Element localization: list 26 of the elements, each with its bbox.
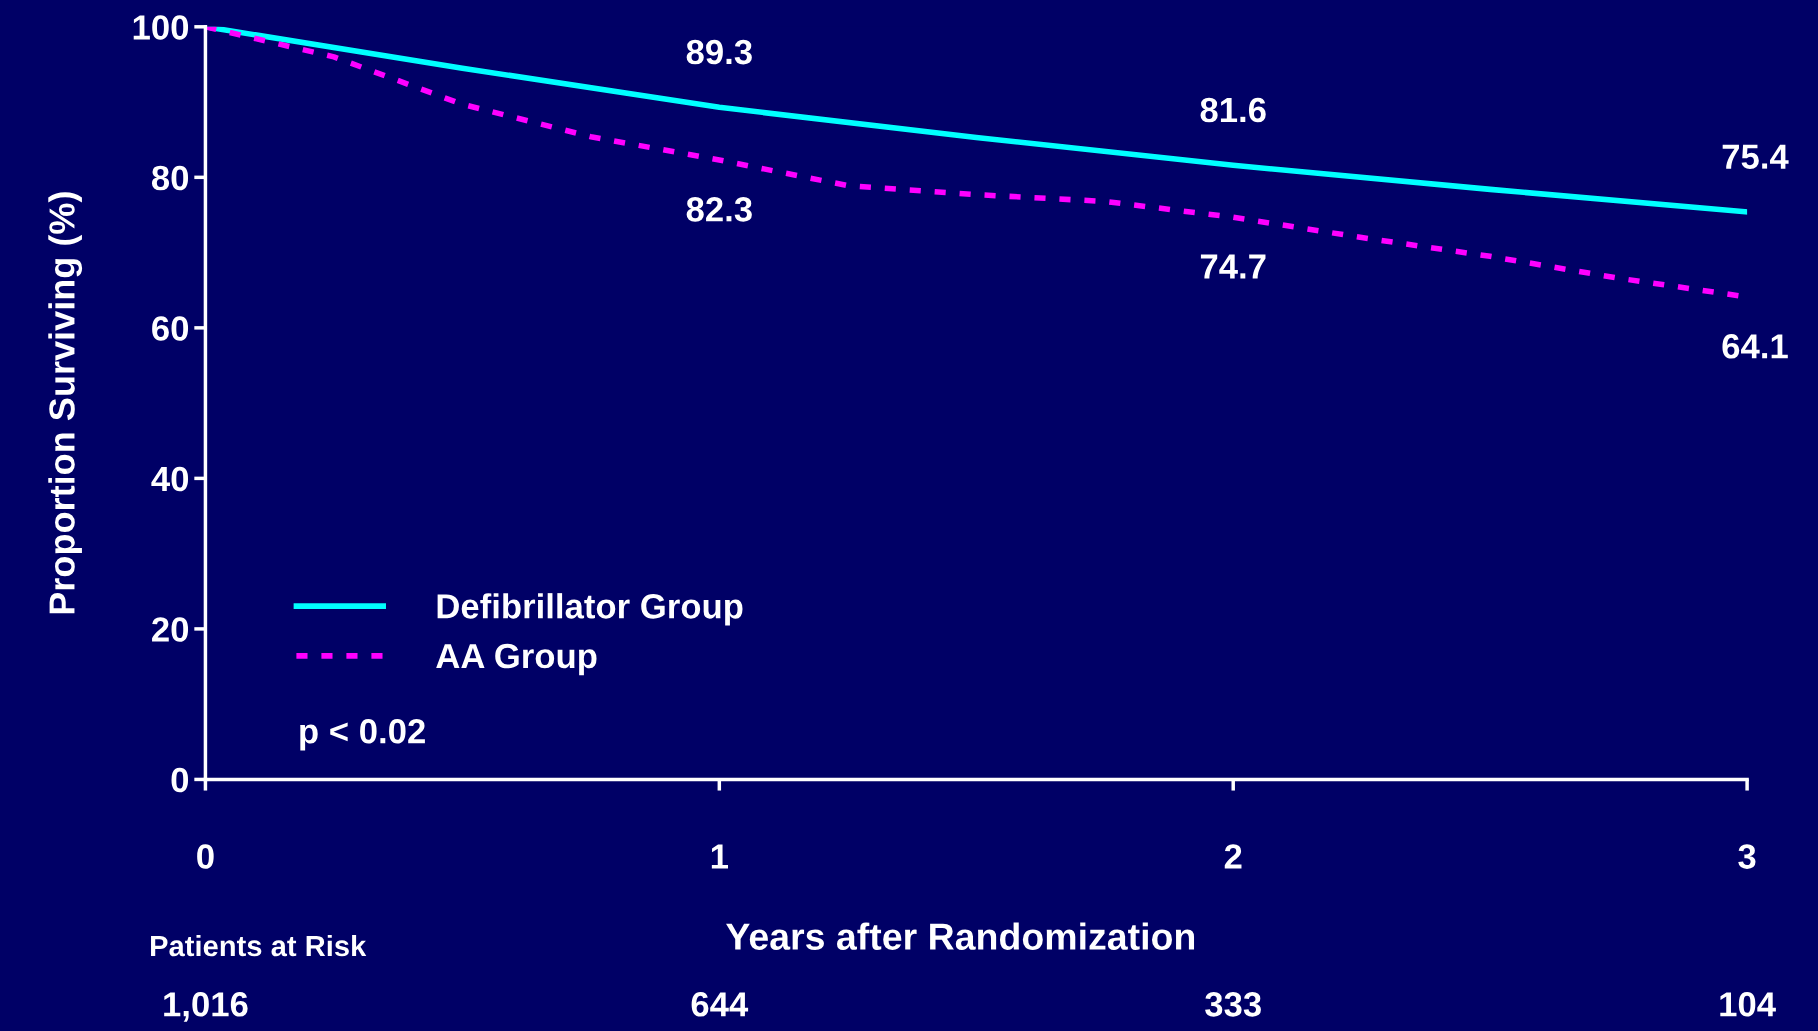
annotation: 89.3: [686, 39, 752, 65]
y-axis-title: Proportion Surviving (%): [48, 192, 83, 614]
annotation: 82.3: [686, 197, 752, 222]
y-tick-label: 40: [151, 466, 189, 492]
legend-label: Defibrillator Group: [437, 593, 743, 626]
x-tick-label: 0: [197, 844, 214, 869]
annotation: 75.4: [1722, 144, 1789, 169]
x-tick-label: 2: [1224, 844, 1242, 869]
annotation: 81.6: [1200, 97, 1266, 123]
y-tick-label: 20: [152, 617, 189, 642]
y-tick-label: 60: [152, 316, 189, 341]
y-tick-label: 100: [133, 15, 189, 40]
annotation: 74.7: [1200, 254, 1266, 279]
annotation: p < 0.02: [300, 719, 425, 751]
text: 644: [691, 992, 749, 1017]
text: 333: [1205, 992, 1261, 1017]
text: 1,016: [164, 992, 248, 1022]
x-tick-label: 3: [1738, 844, 1756, 869]
y-tick-label: 0: [171, 767, 189, 793]
text: Patients at Risk: [151, 934, 367, 957]
x-tick-label: 1: [711, 844, 729, 869]
text: 104: [1720, 992, 1776, 1017]
legend-label: AA Group: [436, 643, 597, 676]
annotation: 64.1: [1722, 334, 1788, 359]
x-axis-title: Years after Randomization: [726, 922, 1195, 950]
y-tick-label: 80: [151, 165, 189, 191]
